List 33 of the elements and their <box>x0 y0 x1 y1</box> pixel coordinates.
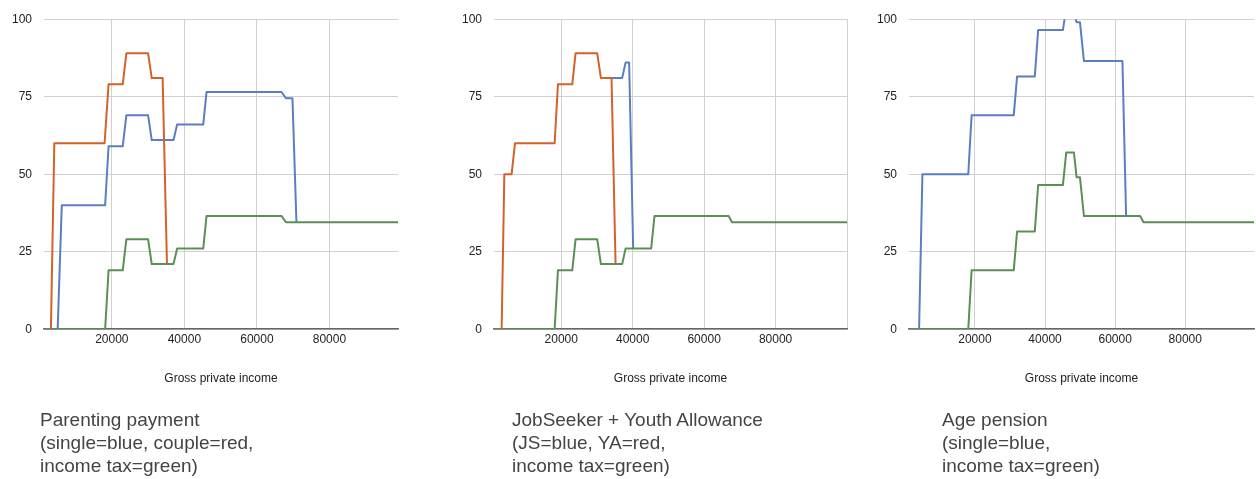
x-tick-label: 60000 <box>687 331 722 346</box>
text: JobSeeker + Youth Allowance (JS=blue, YA=red, income tax=green) <box>512 408 763 477</box>
x-tick-label: 40000 <box>616 331 650 346</box>
x-tick-label: 20000 <box>958 331 992 346</box>
y-tick-label: 0 <box>25 321 33 336</box>
y-tick-label: 50 <box>18 166 33 181</box>
x-tick-label: 80000 <box>758 331 793 346</box>
y-tick-label: 50 <box>468 166 483 181</box>
x-axis-title: Gross private income <box>164 371 279 386</box>
x-tick-label: 60000 <box>1098 331 1133 346</box>
y-tick-label: 25 <box>883 244 898 259</box>
y-tick-label: 75 <box>18 89 33 104</box>
y-tick-label: 100 <box>11 11 33 26</box>
y-tick-label: 75 <box>883 89 898 104</box>
x-tick-label: 20000 <box>544 331 579 346</box>
text: Age pension (single=blue, income tax=green) <box>942 408 1100 477</box>
x-tick-label: 80000 <box>312 331 347 346</box>
y-tick-label: 100 <box>461 11 483 26</box>
y-tick-label: 25 <box>468 244 483 259</box>
y-tick-label: 25 <box>18 244 33 259</box>
y-tick-label: 0 <box>475 321 483 336</box>
x-tick-label: 40000 <box>1028 331 1063 346</box>
x-tick-label: 40000 <box>167 331 202 346</box>
y-tick-label: 100 <box>876 11 898 26</box>
x-axis-title: Gross private income <box>613 371 728 386</box>
y-tick-label: 50 <box>883 166 898 181</box>
y-tick-label: 0 <box>890 321 898 336</box>
x-tick-label: 60000 <box>240 331 274 346</box>
x-tick-label: 80000 <box>1168 331 1203 346</box>
x-axis-title: Gross private income <box>1024 371 1139 386</box>
text: Parenting payment (single=blue, couple=red, income tax=green) <box>40 408 254 477</box>
x-tick-label: 20000 <box>95 331 129 346</box>
y-tick-label: 75 <box>468 89 483 104</box>
